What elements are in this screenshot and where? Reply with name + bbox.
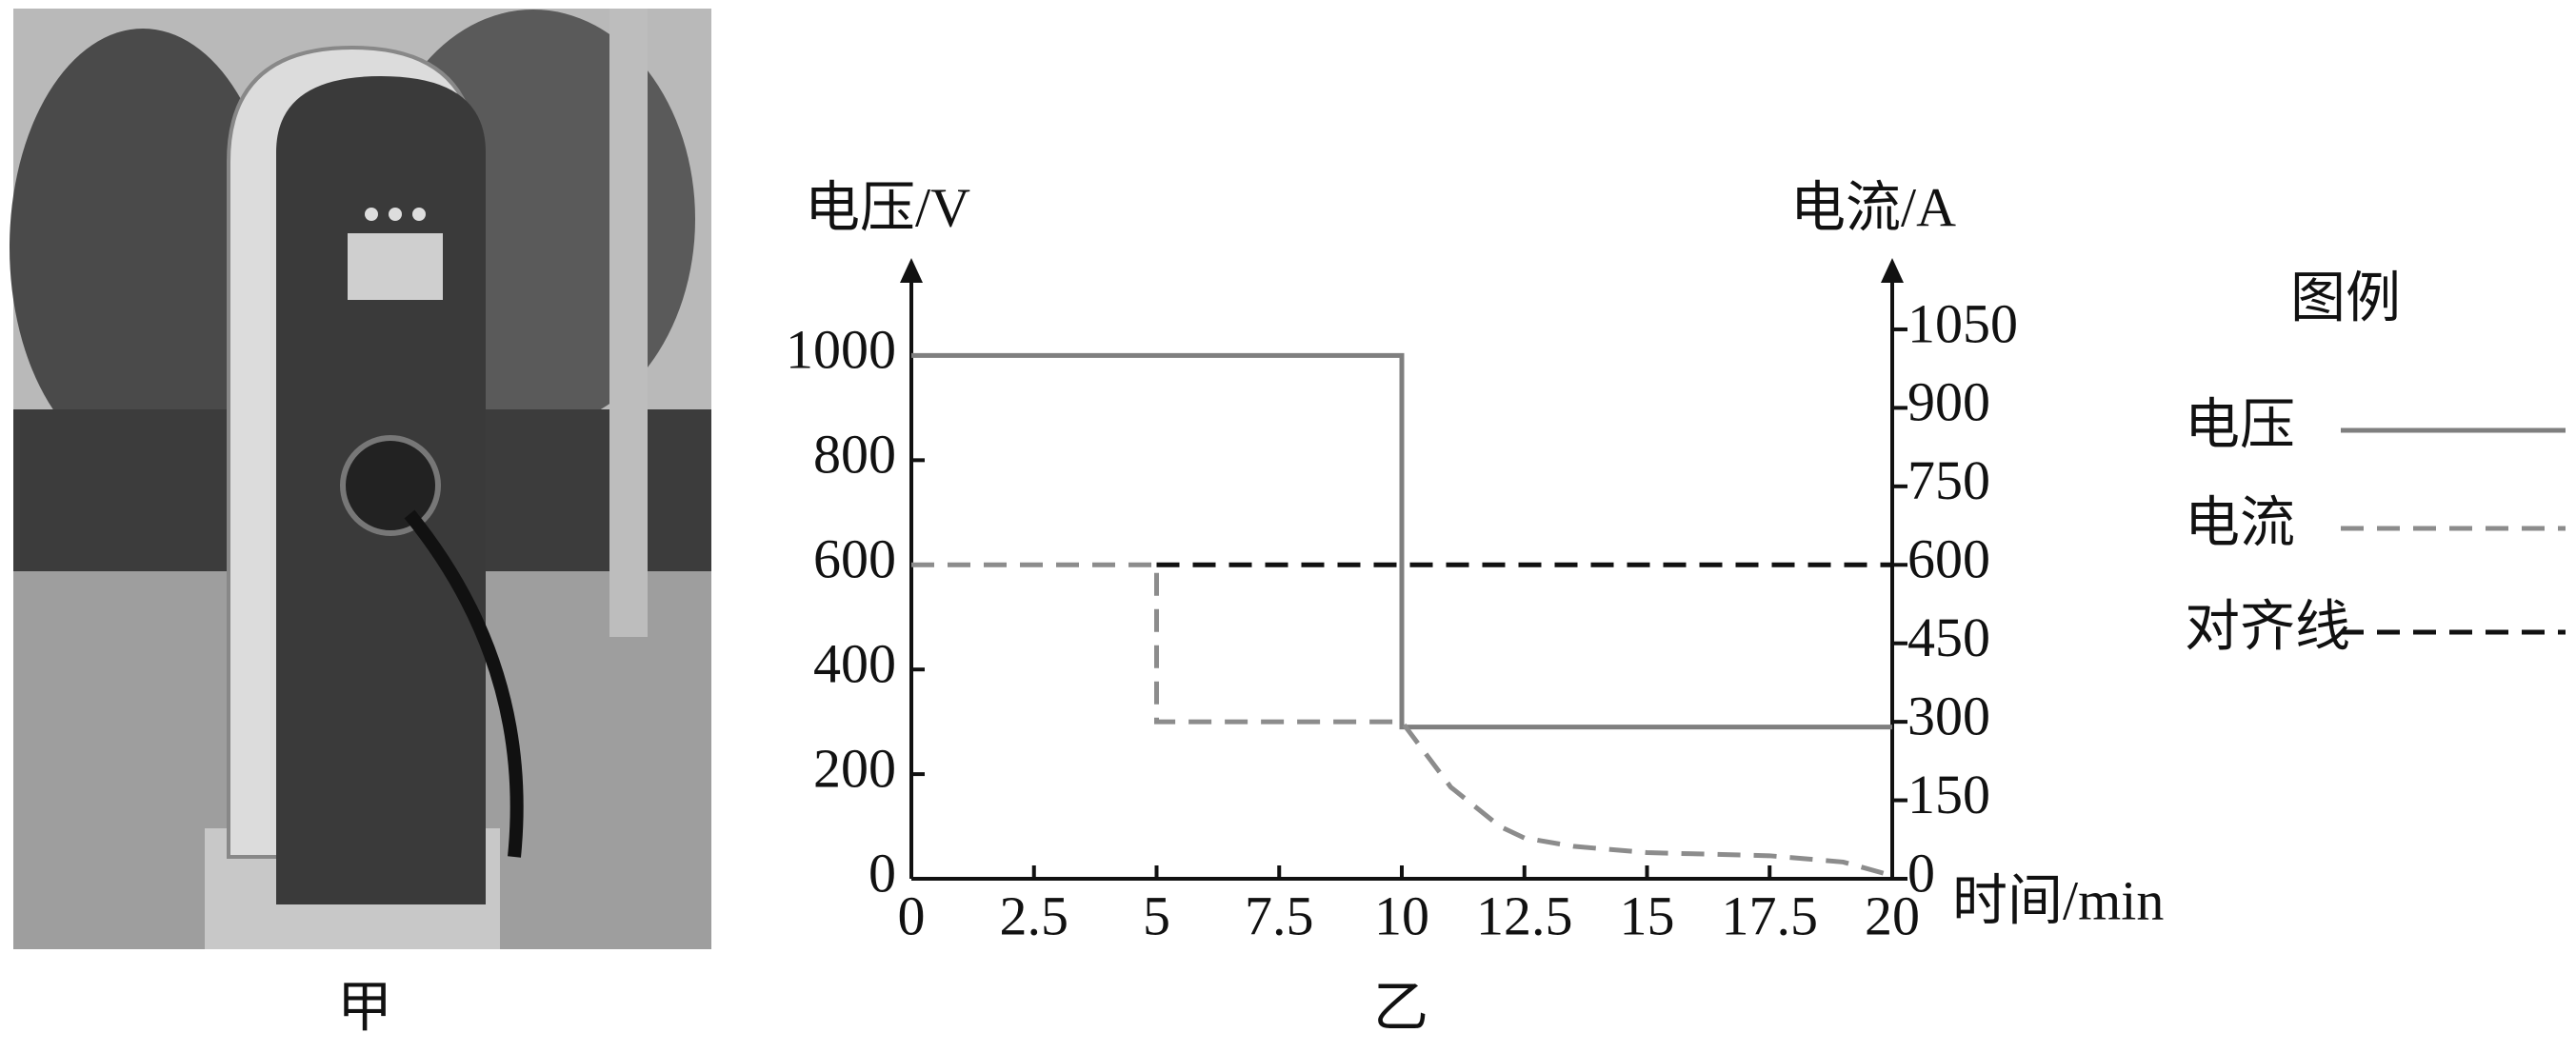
y2-tick-label: 600 [1907, 528, 1990, 590]
y2-axis-arrow [1881, 258, 1904, 283]
y-axis-title: 电压/V [805, 176, 970, 238]
legend-label: 电压 [2185, 393, 2295, 455]
y-axis-arrow [900, 258, 923, 283]
x-tick-label: 12.5 [1476, 884, 1573, 946]
series-line [911, 562, 1893, 879]
x-axis-title: 时间/min [1952, 869, 2164, 931]
x-tick-label: 15 [1620, 884, 1675, 946]
y-tick-label: 400 [813, 632, 896, 694]
x-tick-label: 0 [898, 884, 926, 946]
y-tick-label: 1000 [786, 319, 896, 381]
legend-label: 电流 [2185, 491, 2295, 553]
y2-tick-label: 900 [1907, 371, 1990, 433]
y-tick-label: 600 [813, 528, 896, 590]
photo-caption: 甲 [337, 976, 392, 1038]
series-line [911, 352, 1892, 730]
y-tick-label: 0 [869, 842, 896, 904]
x-tick-label: 7.5 [1245, 884, 1314, 946]
x-tick-label: 17.5 [1722, 884, 1819, 946]
y-tick-label: 200 [813, 737, 896, 799]
y2-axis-title: 电流/A [1790, 176, 1956, 238]
y2-tick-label: 750 [1907, 449, 1990, 511]
x-tick-label: 2.5 [1000, 884, 1069, 946]
chart-caption: 乙 [1373, 976, 1428, 1038]
legend-title: 图例 [2290, 267, 2401, 328]
y2-tick-label: 1050 [1907, 292, 2018, 354]
y2-tick-label: 0 [1907, 842, 1935, 904]
y2-tick-label: 300 [1907, 685, 1990, 746]
y-tick-label: 800 [813, 424, 896, 486]
y2-tick-label: 150 [1907, 764, 1990, 825]
y2-tick-label: 450 [1907, 606, 1990, 668]
x-tick-label: 10 [1374, 884, 1429, 946]
photo [10, 9, 711, 949]
x-tick-label: 5 [1143, 884, 1170, 946]
legend-label: 对齐线 [2185, 595, 2350, 657]
x-tick-label: 20 [1865, 884, 1920, 946]
